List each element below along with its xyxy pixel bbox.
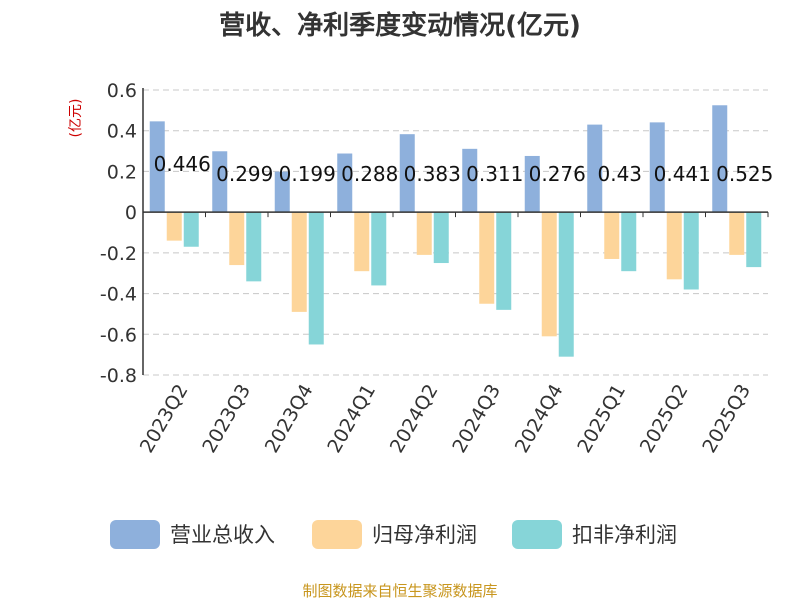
data-label: 0.288 [341, 162, 398, 186]
bar-营业总收入-2024Q2 [399, 134, 415, 213]
legend-label: 归母净利润 [372, 523, 477, 547]
bar-归母净利润-2023Q3 [229, 212, 245, 266]
bar-扣非净利润-2024Q4 [558, 212, 574, 357]
x-tick-label: 2024Q4 [511, 381, 568, 457]
bar-营业总收入-2025Q3 [712, 105, 728, 213]
data-label: 0.311 [466, 162, 523, 186]
x-tick-label: 2025Q2 [636, 381, 693, 457]
x-tick-label: 2025Q1 [573, 381, 630, 457]
data-label: 0.299 [216, 162, 273, 186]
y-tick-label: -0.4 [100, 284, 137, 306]
chart-title: 营收、净利季度变动情况(亿元) [219, 10, 581, 41]
source-note: 制图数据来自恒生聚源数据库 [302, 582, 497, 600]
legend-swatch [312, 520, 362, 549]
x-tick-label: 2023Q3 [198, 381, 255, 457]
y-tick-label: -0.8 [100, 365, 137, 387]
bar-归母净利润-2025Q3 [729, 212, 745, 255]
bar-扣非净利润-2025Q2 [683, 212, 699, 290]
bar-营业总收入-2025Q2 [649, 122, 665, 213]
bar-扣非净利润-2024Q2 [433, 212, 449, 264]
bar-营业总收入-2023Q3 [212, 151, 228, 213]
bar-扣非净利润-2023Q2 [183, 212, 199, 247]
bar-归母净利润-2024Q4 [541, 212, 557, 337]
bar-营业总收入-2024Q1 [337, 153, 353, 213]
legend-swatch [512, 520, 562, 549]
bar-营业总收入-2024Q3 [462, 148, 478, 213]
legend-swatch [110, 520, 160, 549]
data-label: 0.446 [154, 152, 211, 176]
x-tick-label: 2024Q2 [386, 381, 443, 457]
y-tick-label: 0.2 [107, 161, 137, 183]
x-tick-label: 2024Q3 [448, 381, 505, 457]
y-tick-label: -0.2 [100, 243, 137, 265]
x-tick-label: 2025Q3 [698, 381, 755, 457]
y-tick-label: 0.4 [107, 121, 137, 143]
data-labels: 0.446 0.299 0.199 0.288 0.383 0.311 0.276 0.43 0… [154, 152, 774, 186]
bar-归母净利润-2025Q1 [604, 212, 620, 259]
data-label: 0.441 [654, 162, 711, 186]
bar-营业总收入-2023Q4 [274, 171, 290, 213]
bar-扣非净利润-2024Q3 [496, 212, 512, 310]
bar-营业总收入-2023Q2 [149, 121, 165, 213]
data-label: 0.43 [597, 162, 642, 186]
x-tick-label: 2023Q4 [261, 381, 318, 457]
legend: 营业总收入 归母净利润 扣非净利润 [110, 520, 677, 549]
data-label: 0.276 [529, 162, 586, 186]
bar-营业总收入-2025Q1 [587, 124, 603, 213]
y-axis-unit-label: (亿元) [68, 99, 84, 138]
bar-归母净利润-2024Q3 [479, 212, 495, 304]
legend-label: 营业总收入 [170, 523, 275, 547]
bar-归母净利润-2023Q2 [166, 212, 182, 241]
legend-label: 扣非净利润 [572, 523, 677, 547]
data-label: 0.525 [716, 162, 773, 186]
bar-扣非净利润-2025Q1 [621, 212, 637, 272]
data-label: 0.383 [404, 162, 461, 186]
bar-扣非净利润-2024Q1 [371, 212, 387, 286]
bar-归母净利润-2025Q2 [666, 212, 682, 280]
bar-扣非净利润-2023Q3 [246, 212, 262, 282]
bar-归母净利润-2023Q4 [291, 212, 307, 312]
bars [149, 105, 762, 357]
x-tick-label: 2024Q1 [323, 381, 380, 457]
y-tick-label: 0 [125, 202, 137, 224]
bar-扣非净利润-2025Q3 [746, 212, 762, 268]
y-tick-label: -0.6 [100, 324, 137, 346]
bar-归母净利润-2024Q2 [416, 212, 432, 255]
y-tick-label: 0.6 [107, 80, 137, 102]
bar-归母净利润-2024Q1 [354, 212, 370, 272]
x-tick-label: 2023Q2 [136, 381, 193, 457]
bar-扣非净利润-2023Q4 [308, 212, 324, 345]
bar-营业总收入-2024Q4 [524, 155, 540, 213]
data-label: 0.199 [279, 162, 336, 186]
